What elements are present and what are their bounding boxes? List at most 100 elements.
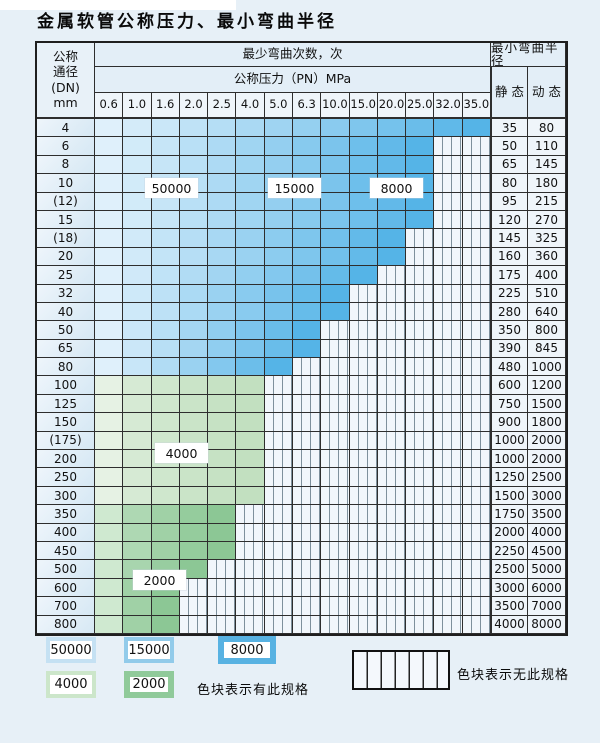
pn-cell-available	[179, 302, 209, 322]
static-radius-cell: 1500	[491, 486, 528, 506]
pn-cell-available	[236, 229, 265, 248]
static-radius-cell: 120	[491, 210, 528, 230]
dn-cell: 8	[37, 155, 95, 175]
pn-cell-unavailable	[434, 450, 463, 469]
static-column-header: 静 态	[491, 67, 528, 119]
pn-cell-unavailable	[406, 413, 435, 432]
pn-cell-unavailable	[236, 505, 265, 524]
pn-cell-available	[208, 302, 237, 322]
pn-cell-available	[179, 137, 209, 156]
static-radius-cell: 175	[491, 266, 528, 285]
pn-cell-unavailable	[434, 174, 463, 193]
pn-cell-unavailable	[349, 302, 378, 322]
pn-cell-available	[377, 229, 407, 248]
pn-cell-available	[95, 302, 124, 322]
page-title: 金属软管公称压力、最小弯曲半径	[37, 12, 337, 32]
pn-cell-unavailable	[321, 431, 350, 451]
pn-cell-unavailable	[406, 247, 435, 267]
dynamic-radius-cell: 110	[528, 137, 566, 156]
dn-header-line: mm	[53, 95, 78, 110]
dn-cell: 700	[37, 597, 95, 616]
pn-cell-available	[95, 137, 124, 156]
pn-cell-available	[95, 266, 124, 285]
pn-cell-unavailable	[377, 284, 407, 303]
pn-cell-available	[95, 376, 124, 395]
pn-column-header-2.0: 2.0	[179, 93, 209, 119]
pn-cell-available	[264, 358, 293, 377]
pn-cell-unavailable	[264, 450, 293, 469]
pn-cell-available	[208, 137, 237, 156]
pn-cell-available	[95, 578, 124, 598]
dn-cell: 15	[37, 210, 95, 230]
dynamic-radius-cell: 180	[528, 174, 566, 193]
pn-cell-available	[123, 468, 152, 487]
dn-cell: 80	[37, 358, 95, 377]
pn-cell-unavailable	[349, 578, 378, 598]
dn-header-line: (DN)	[51, 79, 80, 95]
pn-cell-unavailable	[293, 523, 322, 543]
pn-cell-unavailable	[321, 542, 350, 561]
pn-cell-available	[151, 266, 180, 285]
bend-cycles-header: 最少弯曲次数，次	[95, 43, 491, 67]
dn-cell: 25	[37, 266, 95, 285]
pn-cell-available	[406, 155, 435, 175]
pn-cell-available	[179, 505, 209, 524]
pn-cell-unavailable	[179, 597, 209, 616]
static-radius-cell: 350	[491, 321, 528, 340]
pn-cell-unavailable	[434, 542, 463, 561]
pn-cell-available	[236, 302, 265, 322]
pn-cell-unavailable	[462, 394, 491, 414]
pn-cell-available	[293, 155, 322, 175]
pn-cell-available	[179, 523, 209, 543]
pn-cell-available	[179, 468, 209, 487]
top-white-strip	[0, 0, 236, 10]
pn-cell-available	[406, 119, 435, 138]
pn-cell-unavailable	[264, 413, 293, 432]
pn-cell-unavailable	[349, 597, 378, 616]
pn-cell-available	[293, 229, 322, 248]
pn-cell-unavailable	[377, 615, 407, 634]
static-radius-cell: 160	[491, 247, 528, 267]
pn-cell-unavailable	[264, 431, 293, 451]
pn-cell-available	[123, 266, 152, 285]
pn-cell-available	[151, 615, 180, 634]
pn-cell-available	[264, 266, 293, 285]
pn-cell-unavailable	[406, 394, 435, 414]
pn-cell-unavailable	[321, 339, 350, 359]
pn-cell-unavailable	[462, 266, 491, 285]
pn-cell-available	[95, 523, 124, 543]
pn-cell-available	[151, 284, 180, 303]
pn-cell-available	[321, 174, 350, 193]
pn-cell-unavailable	[434, 266, 463, 285]
pn-cell-available	[236, 450, 265, 469]
pn-cell-unavailable	[462, 523, 491, 543]
pn-cell-available	[208, 321, 237, 340]
pn-cell-available	[208, 505, 237, 524]
pn-cell-available	[293, 302, 322, 322]
pn-cell-available	[151, 155, 180, 175]
pn-cell-unavailable	[406, 302, 435, 322]
pn-column-header-32.0: 32.0	[434, 93, 463, 119]
pn-cell-unavailable	[434, 578, 463, 598]
cycle-label-15000: 15000	[268, 178, 321, 198]
pn-cell-unavailable	[321, 413, 350, 432]
dynamic-radius-cell: 845	[528, 339, 566, 359]
dn-cell: (12)	[37, 192, 95, 211]
pn-cell-unavailable	[377, 321, 407, 340]
pn-cell-unavailable	[434, 560, 463, 579]
pn-cell-unavailable	[377, 542, 407, 561]
static-radius-cell: 1250	[491, 468, 528, 487]
pn-cell-available	[95, 542, 124, 561]
pn-cell-unavailable	[293, 542, 322, 561]
dn-cell: 32	[37, 284, 95, 303]
pn-cell-available	[349, 119, 378, 138]
pn-cell-available	[179, 155, 209, 175]
pn-cell-available	[321, 302, 350, 322]
pn-cell-available	[123, 376, 152, 395]
pn-cell-available	[377, 137, 407, 156]
pn-cell-unavailable	[349, 284, 378, 303]
pn-cell-unavailable	[377, 431, 407, 451]
pn-cell-available	[179, 266, 209, 285]
pn-cell-unavailable	[434, 468, 463, 487]
cycle-label-2000: 2000	[133, 570, 186, 590]
